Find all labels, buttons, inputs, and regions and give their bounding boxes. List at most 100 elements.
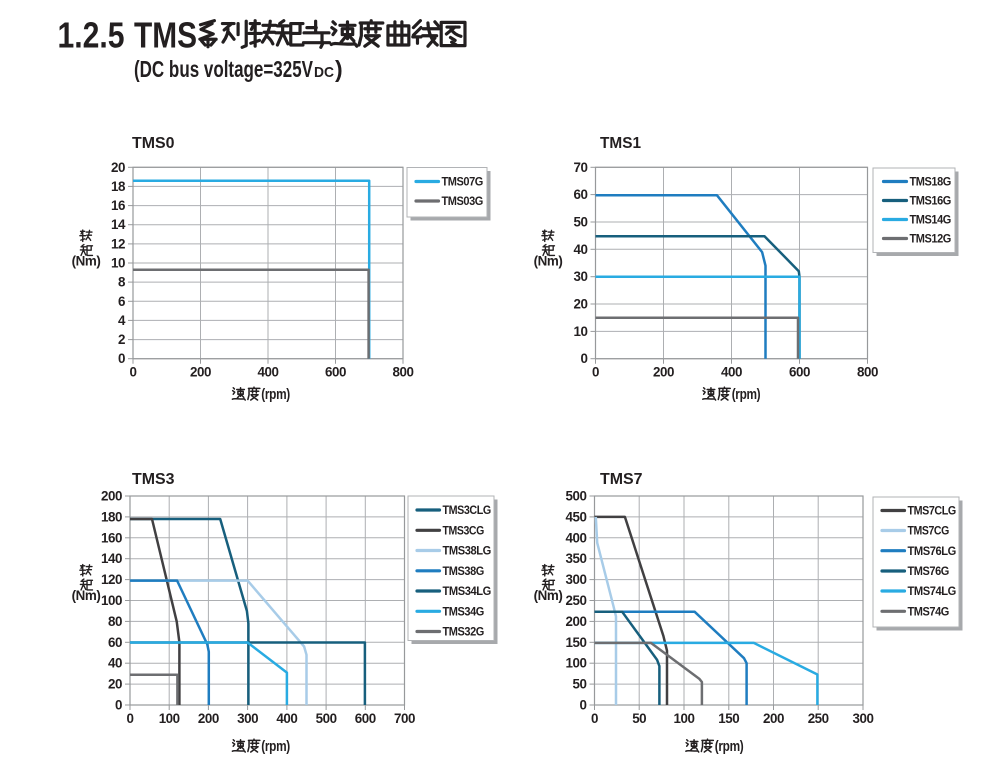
svg-text:450: 450 bbox=[566, 509, 587, 524]
svg-text:TMS76LG: TMS76LG bbox=[908, 545, 957, 558]
svg-text:8: 8 bbox=[118, 275, 126, 290]
svg-text:0: 0 bbox=[592, 365, 599, 380]
svg-text:60: 60 bbox=[108, 635, 122, 650]
svg-text:100: 100 bbox=[101, 593, 122, 608]
svg-text:400: 400 bbox=[566, 530, 587, 545]
svg-text:TMS76G: TMS76G bbox=[908, 565, 950, 578]
svg-text:80: 80 bbox=[108, 614, 122, 629]
svg-text:TMS14G: TMS14G bbox=[910, 214, 952, 227]
svg-text:60: 60 bbox=[574, 187, 588, 202]
svg-text:1.2.5: 1.2.5 bbox=[58, 14, 125, 55]
svg-text:): ) bbox=[335, 56, 343, 82]
svg-text:TMS16G: TMS16G bbox=[910, 195, 952, 208]
svg-text:600: 600 bbox=[325, 365, 346, 380]
svg-text:0: 0 bbox=[115, 698, 122, 713]
svg-text:0: 0 bbox=[581, 351, 588, 366]
svg-text:600: 600 bbox=[789, 365, 810, 380]
svg-text:TMS: TMS bbox=[134, 14, 197, 55]
svg-text:0: 0 bbox=[130, 365, 137, 380]
svg-text:(Nm): (Nm) bbox=[534, 588, 563, 603]
svg-text:350: 350 bbox=[566, 551, 587, 566]
svg-text:400: 400 bbox=[258, 365, 279, 380]
svg-text:100: 100 bbox=[674, 711, 695, 726]
svg-text:(rpm): (rpm) bbox=[732, 387, 761, 403]
svg-text:TMS7CG: TMS7CG bbox=[908, 525, 950, 538]
svg-text:180: 180 bbox=[101, 509, 122, 524]
svg-text:30: 30 bbox=[574, 269, 588, 284]
svg-text:140: 140 bbox=[101, 551, 122, 566]
svg-text:TMS34LG: TMS34LG bbox=[443, 585, 492, 598]
svg-text:150: 150 bbox=[718, 711, 739, 726]
svg-text:50: 50 bbox=[573, 677, 587, 692]
svg-text:200: 200 bbox=[763, 711, 784, 726]
svg-text:20: 20 bbox=[574, 297, 588, 312]
svg-text:(Nm): (Nm) bbox=[72, 254, 101, 269]
svg-text:300: 300 bbox=[853, 711, 874, 726]
svg-text:800: 800 bbox=[393, 365, 414, 380]
svg-text:4: 4 bbox=[118, 313, 126, 328]
svg-text:250: 250 bbox=[808, 711, 829, 726]
svg-text:TMS1: TMS1 bbox=[600, 135, 641, 152]
svg-text:(Nm): (Nm) bbox=[72, 588, 101, 603]
svg-text:(Nm): (Nm) bbox=[534, 254, 563, 269]
svg-text:0: 0 bbox=[580, 698, 587, 713]
svg-text:200: 200 bbox=[190, 365, 211, 380]
svg-text:300: 300 bbox=[237, 711, 258, 726]
svg-text:DC: DC bbox=[314, 64, 334, 81]
svg-text:18: 18 bbox=[111, 179, 126, 194]
svg-text:160: 160 bbox=[101, 530, 122, 545]
svg-text:10: 10 bbox=[574, 324, 588, 339]
svg-text:TMS74G: TMS74G bbox=[908, 606, 950, 619]
svg-text:120: 120 bbox=[101, 572, 122, 587]
svg-text:2: 2 bbox=[118, 332, 125, 347]
svg-text:TMS34G: TMS34G bbox=[443, 606, 485, 619]
svg-text:TMS18G: TMS18G bbox=[910, 176, 952, 189]
svg-text:50: 50 bbox=[632, 711, 646, 726]
svg-text:14: 14 bbox=[111, 217, 126, 232]
svg-text:10: 10 bbox=[111, 256, 125, 271]
svg-text:40: 40 bbox=[108, 656, 122, 671]
svg-text:TMS3CLG: TMS3CLG bbox=[443, 504, 492, 517]
svg-text:(rpm): (rpm) bbox=[261, 739, 290, 755]
svg-text:150: 150 bbox=[566, 635, 587, 650]
svg-text:TMS32G: TMS32G bbox=[443, 626, 485, 639]
svg-text:100: 100 bbox=[159, 711, 180, 726]
svg-text:TMS07G: TMS07G bbox=[442, 176, 484, 189]
svg-text:200: 200 bbox=[198, 711, 219, 726]
svg-text:600: 600 bbox=[355, 711, 376, 726]
svg-text:12: 12 bbox=[111, 236, 125, 251]
svg-text:500: 500 bbox=[316, 711, 337, 726]
svg-text:6: 6 bbox=[118, 294, 125, 309]
svg-text:40: 40 bbox=[574, 242, 588, 257]
svg-text:20: 20 bbox=[108, 677, 122, 692]
svg-text:TMS74LG: TMS74LG bbox=[908, 585, 957, 598]
svg-text:TMS38LG: TMS38LG bbox=[443, 545, 492, 558]
svg-text:400: 400 bbox=[276, 711, 297, 726]
svg-text:200: 200 bbox=[566, 614, 587, 629]
svg-text:0: 0 bbox=[118, 351, 125, 366]
svg-text:(rpm): (rpm) bbox=[715, 739, 744, 755]
svg-text:20: 20 bbox=[111, 160, 125, 175]
svg-text:(rpm): (rpm) bbox=[261, 387, 290, 403]
svg-text:TMS0: TMS0 bbox=[132, 135, 175, 152]
svg-text:800: 800 bbox=[857, 365, 878, 380]
svg-text:TMS03G: TMS03G bbox=[442, 195, 484, 208]
svg-text:0: 0 bbox=[591, 711, 598, 726]
svg-text:250: 250 bbox=[566, 593, 587, 608]
svg-text:200: 200 bbox=[101, 489, 122, 504]
svg-text:200: 200 bbox=[653, 365, 674, 380]
svg-text:0: 0 bbox=[127, 711, 134, 726]
svg-text:TMS3CG: TMS3CG bbox=[443, 525, 485, 538]
svg-text:(DC bus voltage=325V: (DC bus voltage=325V bbox=[134, 56, 313, 82]
svg-text:500: 500 bbox=[566, 489, 587, 504]
svg-text:TMS7CLG: TMS7CLG bbox=[908, 505, 957, 518]
svg-text:16: 16 bbox=[111, 198, 125, 213]
svg-text:50: 50 bbox=[574, 215, 588, 230]
svg-text:TMS7: TMS7 bbox=[600, 471, 643, 488]
svg-text:300: 300 bbox=[566, 572, 587, 587]
svg-text:700: 700 bbox=[394, 711, 415, 726]
svg-text:400: 400 bbox=[721, 365, 742, 380]
svg-text:TMS3: TMS3 bbox=[132, 471, 175, 488]
svg-text:TMS12G: TMS12G bbox=[910, 233, 952, 246]
svg-text:100: 100 bbox=[566, 656, 587, 671]
